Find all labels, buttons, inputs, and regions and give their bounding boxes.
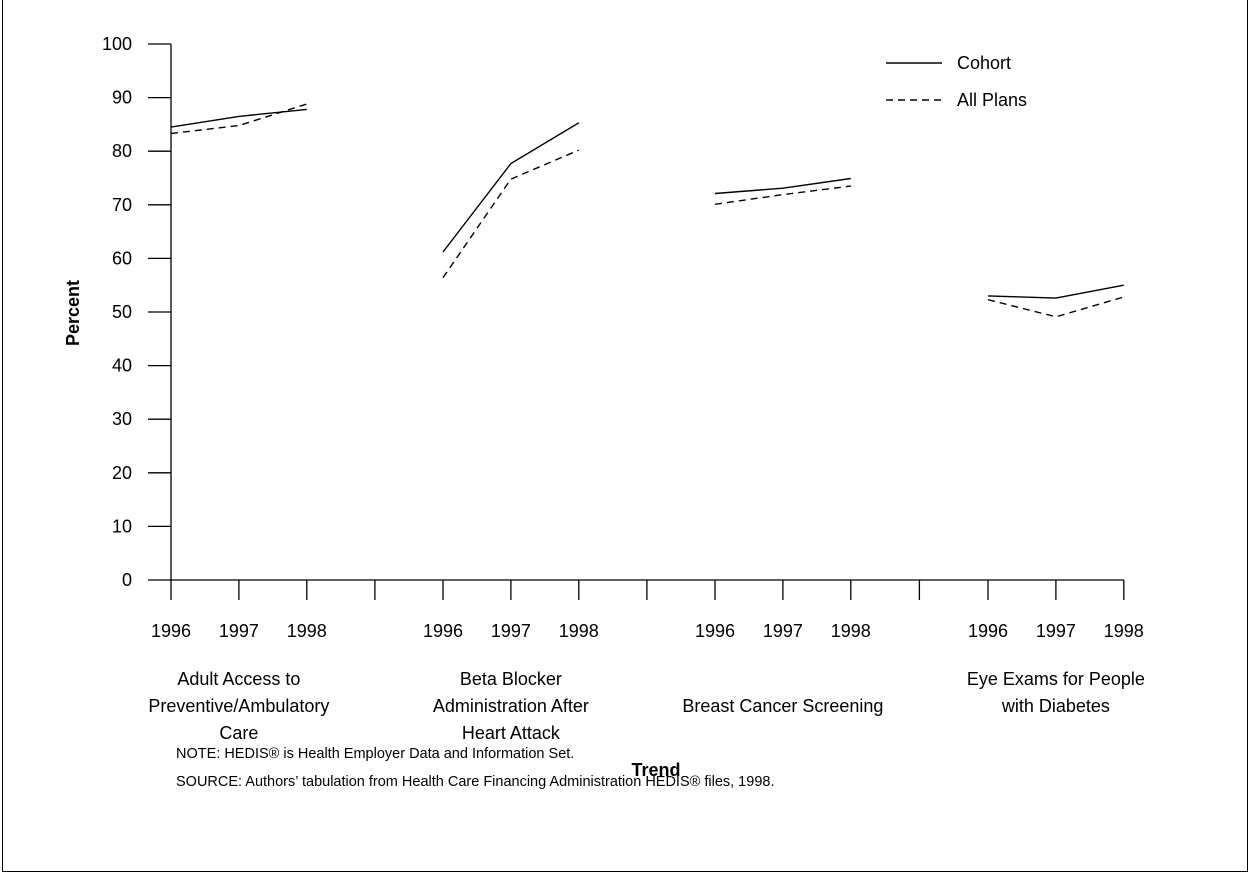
series-line-cohort [442,122,580,253]
legend: Cohort All Plans [886,53,1027,110]
series-layer [170,103,1124,318]
series-line-cohort [170,108,307,128]
group-label: Administration After [433,696,589,716]
note-text: NOTE: HEDIS® is Health Employer Data and… [176,746,575,762]
x-tick-label: 1998 [559,621,599,641]
y-axis-title: Percent [63,280,83,346]
series-line-all-plans [170,103,308,135]
source-text: SOURCE: Authors’ tabulation from Health … [176,774,775,790]
group-label: Eye Exams for People [967,669,1145,689]
notes: NOTE: HEDIS® is Health Employer Data and… [176,740,774,796]
x-tick-label: 1998 [287,621,327,641]
group-label: Breast Cancer Screening [682,696,883,716]
y-tick-label: 20 [112,463,132,483]
series-line-cohort [987,284,1124,299]
legend-label: All Plans [957,90,1027,110]
x-tick-label: 1998 [831,621,871,641]
group-label: with Diabetes [1001,696,1110,716]
series-line-all-plans [987,296,1124,318]
y-tick-label: 50 [112,302,132,322]
y-tick-label: 90 [112,88,132,108]
x-tick-label: 1997 [1036,621,1076,641]
group-label: Beta Blocker [460,669,562,689]
group-label: Care [219,723,258,743]
y-tick-label: 80 [112,141,132,161]
x-tick-label: 1996 [151,621,191,641]
y-tick-label: 60 [112,248,132,268]
x-tick-label: 1997 [491,621,531,641]
x-tick-label: 1998 [1104,621,1144,641]
x-axis-title: Trend [631,760,680,780]
x-tick-label: 1996 [968,621,1008,641]
x-tick-label: 1997 [219,621,259,641]
y-tick-label: 40 [112,356,132,376]
y-tick-label: 30 [112,409,132,429]
y-tick-label: 100 [102,34,132,54]
axes: 0 10 20 30 40 50 60 70 80 90 100 1996 1997 1998 Adult … [102,34,1145,743]
y-tick-label: 70 [112,195,132,215]
group-label: Adult Access to [177,669,300,689]
y-tick-label: 10 [112,516,132,536]
series-line-cohort [714,177,851,195]
x-tick-label: 1997 [763,621,803,641]
series-line-all-plans [714,185,851,205]
series-line-all-plans [442,149,580,279]
x-tick-label: 1996 [423,621,463,641]
group-label: Preventive/Ambulatory [148,696,329,716]
x-tick-label: 1996 [695,621,735,641]
group-label: Heart Attack [462,723,561,743]
legend-label: Cohort [957,53,1011,73]
y-tick-label: 0 [122,570,132,590]
